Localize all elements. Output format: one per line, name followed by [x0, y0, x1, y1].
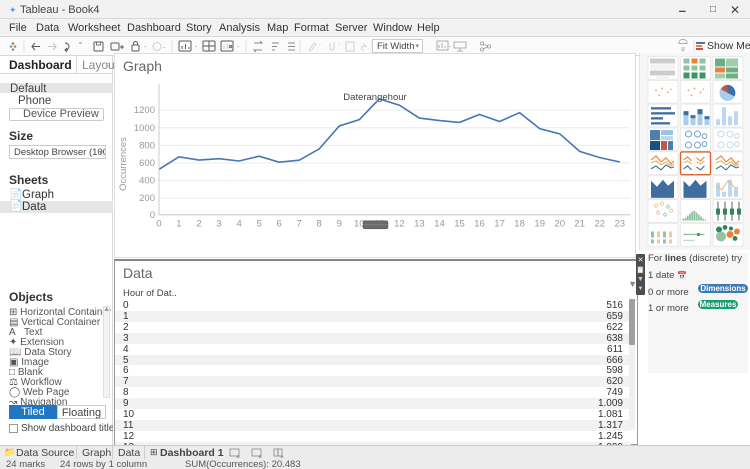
svg-text:Daterangehour: Daterangehour: [343, 92, 406, 103]
svg-text:21: 21: [574, 219, 585, 230]
svg-text:12: 12: [394, 219, 405, 230]
svg-text:600: 600: [139, 158, 155, 169]
svg-text:13: 13: [414, 219, 425, 230]
svg-text:1: 1: [176, 219, 181, 230]
svg-text:16: 16: [474, 219, 485, 230]
svg-text:5: 5: [256, 219, 261, 230]
svg-text:6: 6: [276, 219, 281, 230]
svg-text:2: 2: [196, 219, 201, 230]
svg-text:23: 23: [615, 219, 626, 230]
svg-text:19: 19: [534, 219, 545, 230]
svg-text:14: 14: [434, 219, 445, 230]
svg-text:20: 20: [554, 219, 565, 230]
svg-text:0: 0: [156, 219, 161, 230]
svg-text:7: 7: [297, 219, 302, 230]
svg-text:400: 400: [139, 176, 155, 187]
svg-text:22: 22: [595, 219, 606, 230]
svg-text:4: 4: [236, 219, 241, 230]
svg-text:1000: 1000: [134, 123, 155, 134]
svg-text:18: 18: [514, 219, 525, 230]
svg-text:1200: 1200: [134, 105, 155, 116]
svg-text:8: 8: [317, 219, 322, 230]
svg-text:3: 3: [216, 219, 221, 230]
svg-text:Occurrences: Occurrences: [118, 137, 129, 191]
svg-text:17: 17: [494, 219, 505, 230]
svg-text:800: 800: [139, 140, 155, 151]
svg-text:0: 0: [150, 210, 155, 221]
svg-text:15: 15: [454, 219, 465, 230]
svg-text:9: 9: [337, 219, 342, 230]
svg-text:200: 200: [139, 193, 155, 204]
